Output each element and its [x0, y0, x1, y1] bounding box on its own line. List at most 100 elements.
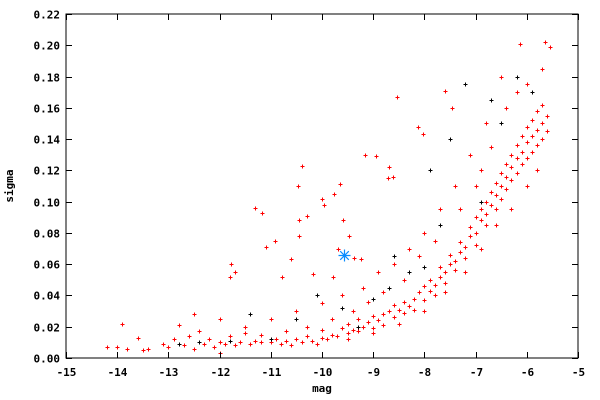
red-point — [540, 137, 545, 142]
red-point — [366, 320, 371, 325]
red-point — [115, 345, 120, 350]
red-point — [479, 168, 484, 173]
red-point — [335, 334, 340, 339]
red-point — [448, 253, 453, 258]
red-point — [228, 334, 233, 339]
red-point — [392, 303, 397, 308]
red-point — [422, 298, 427, 303]
red-point — [280, 275, 285, 280]
red-point — [141, 348, 146, 353]
red-point — [421, 132, 426, 137]
red-point — [229, 262, 234, 267]
red-point — [433, 293, 438, 298]
x-tick-label: -9 — [367, 366, 380, 379]
red-point — [269, 317, 274, 322]
red-point — [504, 187, 509, 192]
red-point — [297, 218, 302, 223]
red-point — [530, 118, 535, 123]
red-point — [330, 317, 335, 322]
red-point — [402, 311, 407, 316]
red-point — [284, 329, 289, 334]
red-point — [310, 339, 315, 344]
red-point — [479, 247, 484, 252]
red-point — [468, 225, 473, 230]
red-point — [504, 106, 509, 111]
red-point — [494, 181, 499, 186]
red-point — [428, 289, 433, 294]
red-point — [525, 184, 530, 189]
black-point — [422, 265, 427, 270]
red-point — [515, 156, 520, 161]
red-point — [366, 300, 371, 305]
black-point — [228, 339, 233, 344]
red-point — [387, 165, 392, 170]
red-point — [386, 176, 391, 181]
red-point — [530, 134, 535, 139]
red-point — [320, 197, 325, 202]
red-point — [520, 134, 525, 139]
red-point — [525, 140, 530, 145]
red-point — [253, 206, 258, 211]
x-tick-label: -15 — [57, 366, 77, 379]
black-point — [387, 286, 392, 291]
red-point — [453, 184, 458, 189]
red-point — [253, 339, 258, 344]
red-point — [543, 40, 548, 45]
red-point — [494, 207, 499, 212]
red-point — [311, 272, 316, 277]
red-point — [177, 323, 182, 328]
x-tick-label: -7 — [470, 366, 483, 379]
red-point — [305, 334, 310, 339]
red-point — [207, 337, 212, 342]
y-tick-label: 0.00 — [34, 353, 61, 366]
red-point — [297, 234, 302, 239]
black-point — [371, 297, 376, 302]
red-point — [120, 322, 125, 327]
black-point — [392, 254, 397, 259]
red-point — [182, 343, 187, 348]
red-point — [332, 192, 337, 197]
red-point — [484, 212, 489, 217]
x-tick-label: -6 — [521, 366, 535, 379]
red-point — [264, 245, 269, 250]
red-point — [463, 245, 468, 250]
red-point — [300, 164, 305, 169]
red-point — [296, 184, 301, 189]
black-point — [269, 337, 274, 342]
red-point — [363, 153, 368, 158]
red-point — [438, 207, 443, 212]
red-point — [387, 309, 392, 314]
data-points — [105, 40, 553, 356]
red-point — [338, 182, 343, 187]
black-point — [499, 121, 504, 126]
red-point — [371, 331, 376, 336]
red-point — [223, 342, 228, 347]
red-point — [202, 342, 207, 347]
red-point — [346, 331, 351, 336]
red-point — [228, 275, 233, 280]
red-point — [474, 184, 479, 189]
red-point — [443, 281, 448, 286]
x-tick-label: -8 — [418, 366, 431, 379]
red-point — [279, 342, 284, 347]
red-point — [238, 340, 243, 345]
red-point — [361, 286, 366, 291]
red-point — [540, 121, 545, 126]
y-tick-label: 0.04 — [34, 290, 61, 303]
red-point — [192, 312, 197, 317]
red-point — [504, 175, 509, 180]
red-point — [274, 337, 279, 342]
red-point — [294, 337, 299, 342]
red-point — [428, 278, 433, 283]
red-point — [453, 259, 458, 264]
x-tick-label: -11 — [262, 366, 282, 379]
red-point — [161, 342, 166, 347]
red-point — [273, 239, 278, 244]
red-point — [458, 207, 463, 212]
red-point — [509, 207, 514, 212]
red-point — [453, 268, 458, 273]
star-point — [338, 249, 351, 262]
red-point — [392, 315, 397, 320]
red-point — [515, 143, 520, 148]
